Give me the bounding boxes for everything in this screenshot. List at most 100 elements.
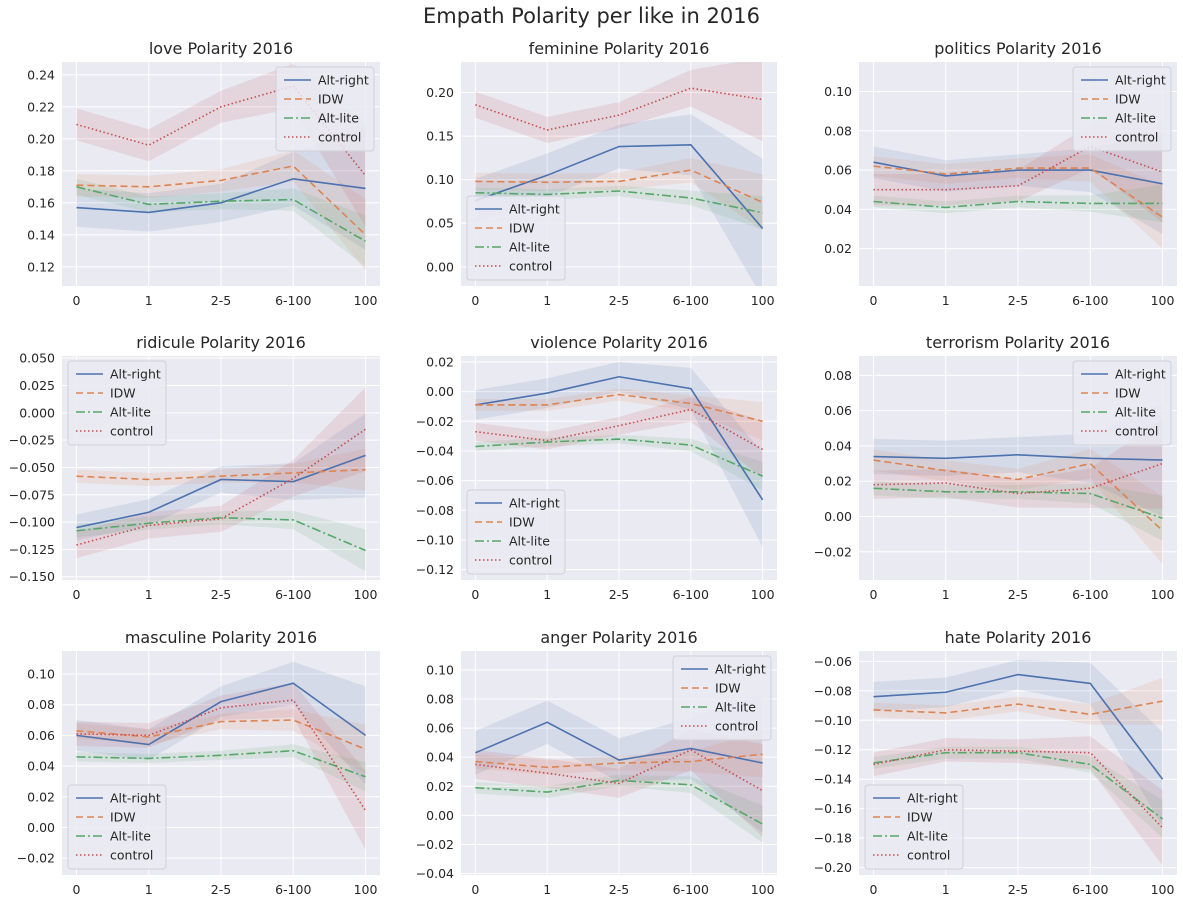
y-tick-label: −0.10 [814,713,852,728]
x-tick-label: 6-100 [673,587,709,602]
y-tick-label: 0.08 [27,697,55,712]
series-line-alt-lite [475,779,764,825]
x-tick-label: 1 [942,587,950,602]
x-tick-label: 0 [869,293,877,308]
y-tick-label: 0.14 [27,227,55,242]
ci-band-alt-lite [475,434,763,491]
x-tick-label: 2-5 [211,293,231,308]
y-tick-label: 0.02 [426,779,454,794]
legend-label: control [1115,130,1158,145]
legend: Alt-right IDW Alt-lite control [67,784,167,870]
x-tick-label: 0 [869,587,877,602]
series-line-idw [873,459,1164,532]
x-tick-label: 100 [751,587,775,602]
panel-4: −0.12 −0.10 −0.08 −0.06 −0.04 −0.02 0.00 0.02 0 1… [416,333,777,602]
ci-band-alt-right [873,133,1163,235]
series-group [475,361,764,548]
x-tick-label: 100 [1151,293,1175,308]
x-tick-label: 1 [942,293,950,308]
y-tick-label: −0.150 [9,569,55,584]
y-tick-label: 0.00 [426,808,454,823]
y-tick-label: −0.14 [814,772,852,787]
x-tick-label: 100 [751,293,775,308]
panel-1: 0.00 0.05 0.10 0.15 0.20 0 1 2-5 6-100 100 feminin… [426,39,777,308]
x-tick-label: 2-5 [211,882,231,897]
legend-label: IDW [318,92,344,107]
y-tick-label: 0.15 [426,129,454,144]
x-tick-label: 6-100 [673,882,709,897]
panel-2: 0.02 0.04 0.06 0.08 0.10 0 1 2-5 6-100 100 politic… [824,39,1177,308]
panel-title: masculine Polarity 2016 [125,628,317,647]
legend: Alt-right IDW Alt-lite control [466,195,566,281]
legend-label: Alt-right [110,791,161,806]
series-line-control [873,748,1164,829]
legend-label: control [1115,424,1158,439]
y-tick-label: −0.20 [814,860,852,875]
ci-band-idw [873,154,1163,249]
y-tick-label: 0.10 [824,84,852,99]
x-tick-label: 0 [72,293,80,308]
y-tick-label: 0.24 [27,67,55,82]
x-tick-label: 6-100 [275,587,311,602]
y-tick-label: −0.02 [416,837,454,852]
panel-title: love Polarity 2016 [149,39,293,58]
legend-label: Alt-lite [509,534,550,549]
x-tick-label: 100 [354,293,378,308]
series-line-idw [873,165,1163,218]
series-line-alt-lite [475,438,763,477]
y-tick-label: 0.20 [27,131,55,146]
x-tick-label: 0 [471,882,479,897]
legend-label: IDW [509,515,535,530]
legend-label: IDW [110,386,136,401]
panel-3: −0.150 −0.125 −0.100 −0.075 −0.050 −0.025 0.00… [9,333,380,602]
legend-label: Alt-lite [110,829,151,844]
ci-band-control [76,682,366,850]
series-line-control [76,85,367,177]
panel-6: −0.02 0.00 0.02 0.04 0.06 0.08 0.10 0 1 2-5 6-100 1… [17,628,380,897]
ci-band-alt-right [76,126,366,250]
panel-title: terrorism Polarity 2016 [926,333,1110,352]
x-tick-label: 1 [145,587,153,602]
series-line-alt-lite [873,487,1163,520]
panel-8: −0.20 −0.18 −0.16 −0.14 −0.12 −0.10 −0.08 −0.06… [814,628,1177,897]
legend-label: Alt-lite [110,405,151,420]
y-tick-label: 0.050 [19,351,55,366]
x-tick-label: 2-5 [1008,587,1028,602]
panel-0: 0.12 0.14 0.16 0.18 0.20 0.22 0.24 0 1 2-5 6-100 10… [27,39,380,308]
panel-title: anger Polarity 2016 [540,628,697,647]
ci-band-alt-right [76,661,366,785]
legend: Alt-right IDW Alt-lite control [275,66,375,152]
legend-label: IDW [1115,92,1141,107]
x-tick-label: 6-100 [1072,882,1108,897]
legend: Alt-right IDW Alt-lite control [672,655,772,741]
x-tick-label: 2-5 [1008,882,1028,897]
x-tick-label: 2-5 [211,587,231,602]
ci-band-alt-lite [873,184,1163,223]
legend-box [672,655,772,741]
legend-box [1072,360,1172,446]
series-line-control [475,408,764,451]
legend-label: IDW [110,810,136,825]
ci-band-control [873,736,1163,866]
y-tick-label: −0.04 [416,443,454,458]
y-tick-label: −0.08 [416,503,454,518]
series-line-idw [475,393,763,423]
series-line-alt-lite [76,749,366,778]
y-tick-label: 0.20 [426,85,454,100]
y-tick-label: 0.04 [426,750,454,765]
y-tick-label: −0.02 [814,544,852,559]
series-group [873,659,1164,866]
legend: Alt-right IDW Alt-lite control [67,360,167,446]
y-tick-label: 0.08 [426,692,454,707]
y-tick-label: 0.22 [27,99,55,114]
y-tick-label: 0.000 [19,405,55,420]
series-line-alt-right [873,453,1163,461]
y-tick-label: 0.00 [426,259,454,274]
series-line-control [475,749,764,792]
ci-band-idw [76,150,366,271]
ci-band-alt-right [76,413,366,541]
series-line-alt-right [76,682,367,746]
y-tick-label: −0.100 [9,515,55,530]
x-tick-label: 2-5 [609,293,629,308]
y-tick-label: 0.02 [27,789,55,804]
